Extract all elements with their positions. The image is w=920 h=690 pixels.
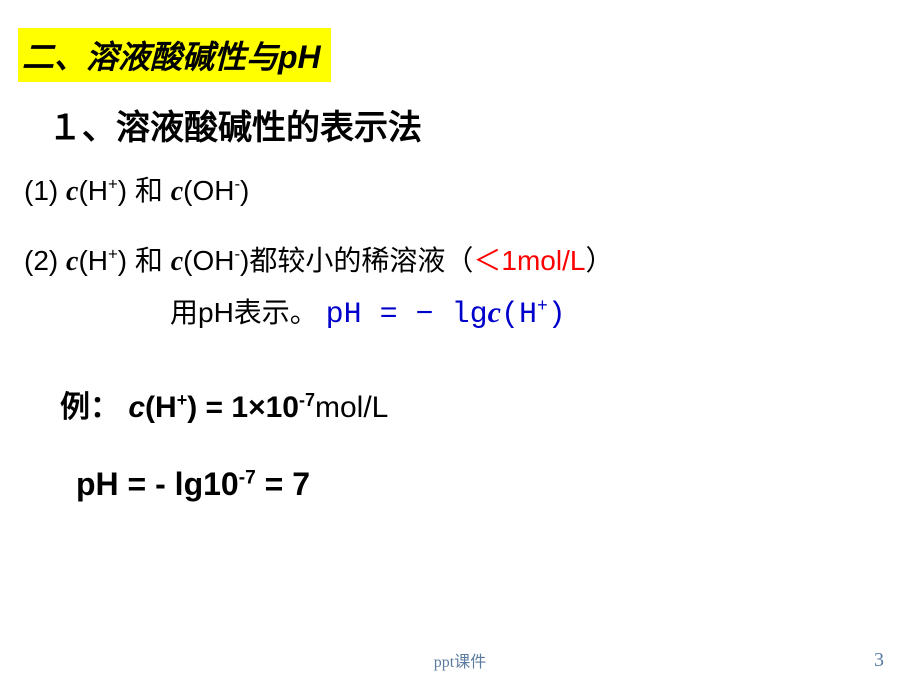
p1-prefix: (1) <box>24 175 66 206</box>
p2-c1-body: (H <box>78 245 108 276</box>
example-body1: (H <box>145 391 177 424</box>
section-title-highlight: 二、溶液酸碱性与pH <box>18 28 331 82</box>
p1-c2-close: ) <box>240 175 249 206</box>
result-b: = 7 <box>256 466 310 502</box>
section-title-text: 二、溶液酸碱性与pH <box>22 39 321 75</box>
formula-c: c <box>488 296 501 329</box>
point-2: (2) c(H+) 和 c(OH-)都较小的稀溶液（＜1mol/L） <box>24 239 920 279</box>
result-a: pH = - lg10 <box>76 466 239 502</box>
p2-red: ＜1mol/L <box>473 245 585 276</box>
p1-c1-sup: + <box>108 175 118 194</box>
p2-end: ） <box>585 245 613 276</box>
point-2-line2: 用pH表示。 pH = − lgc(H+) <box>170 291 920 332</box>
p2-prefix: (2) <box>24 245 66 276</box>
example-body2: ) = 1×10 <box>187 391 299 424</box>
example-label: 例： <box>60 391 120 424</box>
example-sup2: -7 <box>299 390 315 410</box>
p1-c1-body: (H <box>78 175 108 206</box>
example-unit: mol/L <box>315 391 388 424</box>
subsection-heading: １、溶液酸碱性的表示法 <box>48 100 920 149</box>
page-number: 3 <box>874 649 884 672</box>
p1-c2-var: c <box>171 176 183 207</box>
p2-c2-var: c <box>171 246 183 277</box>
ph-formula: pH = − lgc(H+) <box>326 298 566 332</box>
example-line: 例： c(H+) = 1×10-7mol/L <box>60 382 920 426</box>
footer-label: ppt课件 <box>434 648 486 672</box>
example-sup1: + <box>177 390 188 410</box>
p1-and: 和 <box>127 175 171 206</box>
formula-close: ) <box>548 298 566 332</box>
p2-c1-var: c <box>66 246 78 277</box>
result-line: pH = - lg10-7 = 7 <box>76 466 920 503</box>
p1-c1-var: c <box>66 176 78 207</box>
p2-c2-body: (OH <box>183 245 234 276</box>
p2-and: 和 <box>127 245 171 276</box>
p1-c2-body: (OH <box>183 175 234 206</box>
result-sup: -7 <box>239 467 256 488</box>
p1-c1-close: ) <box>118 175 127 206</box>
point-1: (1) c(H+) 和 c(OH-) <box>24 169 920 209</box>
example-c: c <box>128 391 145 424</box>
p2-c2-close: ) <box>240 245 249 276</box>
p2-l2-text: 用pH表示。 <box>170 297 318 328</box>
p2-tail: 都较小的稀溶液（ <box>249 245 473 276</box>
formula-sup: + <box>537 297 548 317</box>
p2-c1-close: ) <box>118 245 127 276</box>
formula-pre: pH = − lg <box>326 298 488 332</box>
formula-body: (H <box>501 298 537 332</box>
p2-c1-sup: + <box>108 245 118 264</box>
